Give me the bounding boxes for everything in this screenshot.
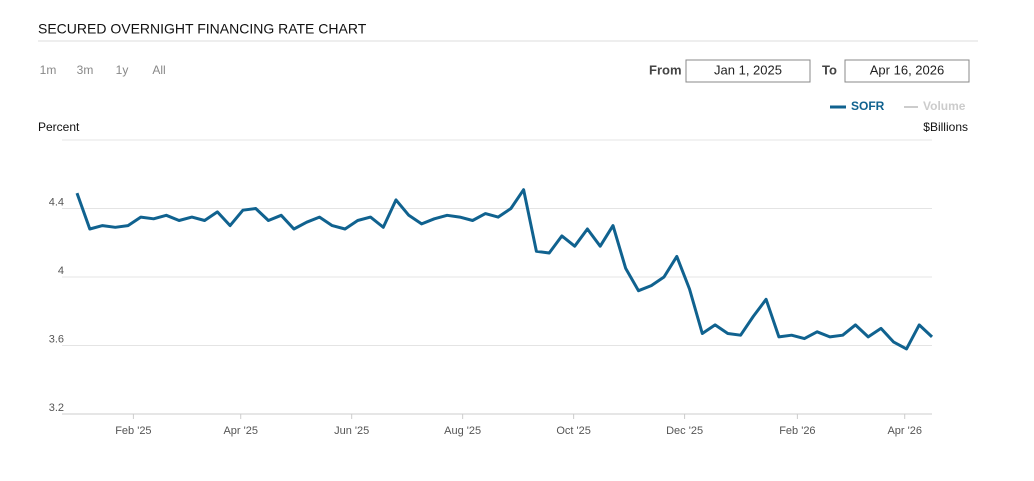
legend-label: SOFR <box>851 99 885 113</box>
x-tick-label: Apr '26 <box>887 425 922 437</box>
x-tick-label: Oct '25 <box>556 425 591 437</box>
to-label: To <box>822 62 837 77</box>
from-label: From <box>649 62 682 77</box>
x-tick-label: Jun '25 <box>334 425 369 437</box>
sofr-line <box>75 188 934 351</box>
from-value[interactable]: Jan 1, 2025 <box>714 62 782 77</box>
y-axis-label: Percent <box>38 120 80 134</box>
x-tick-label: Feb '25 <box>115 425 151 437</box>
chart-title: SECURED OVERNIGHT FINANCING RATE CHART <box>38 21 367 37</box>
range-button[interactable]: All <box>152 63 165 77</box>
y-tick-label: 3.6 <box>49 333 64 345</box>
legend-label: Volume <box>923 99 966 113</box>
from-input[interactable] <box>685 59 811 83</box>
y2-axis-label: $Billions <box>923 120 968 134</box>
y-tick-label: 4 <box>58 265 64 277</box>
x-tick-label: Apr '25 <box>223 425 258 437</box>
range-button[interactable]: 1m <box>40 63 57 77</box>
x-tick-label: Aug '25 <box>444 425 481 437</box>
y-tick-label: 4.4 <box>49 196 64 208</box>
range-button[interactable]: 3m <box>77 63 94 77</box>
range-button[interactable]: 1y <box>116 63 129 77</box>
x-tick-label: Dec '25 <box>666 425 703 437</box>
to-input[interactable] <box>844 59 970 83</box>
to-value[interactable]: Apr 16, 2026 <box>870 62 944 77</box>
x-tick-label: Feb '26 <box>779 425 815 437</box>
y-tick-label: 3.2 <box>49 402 64 414</box>
